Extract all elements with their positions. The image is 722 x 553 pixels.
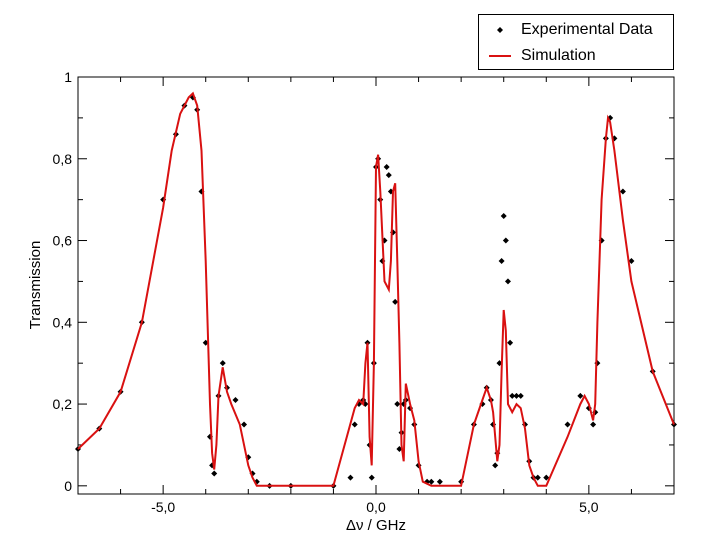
red-line-icon: [489, 55, 511, 57]
x-tick-label: 0,0: [366, 499, 386, 515]
legend-item-experimental: Experimental Data: [479, 18, 673, 42]
data-point: [619, 188, 626, 195]
data-point: [543, 474, 550, 481]
data-point: [628, 257, 635, 264]
legend: Experimental Data Simulation: [478, 14, 674, 70]
data-point: [232, 396, 239, 403]
y-tick-label: 1: [64, 69, 72, 85]
y-axis-label: Transmission: [27, 241, 44, 330]
data-point: [509, 392, 516, 399]
y-tick-label: 0,2: [53, 396, 73, 412]
data-point: [513, 392, 520, 399]
x-axis-label: Δν / GHz: [346, 517, 406, 534]
data-point: [385, 172, 392, 179]
legend-label: Experimental Data: [521, 21, 653, 38]
data-point: [428, 478, 435, 485]
data-point: [534, 474, 541, 481]
data-point: [211, 470, 218, 477]
data-point: [502, 237, 509, 244]
y-tick-label: 0: [64, 478, 72, 494]
data-point: [383, 163, 390, 170]
data-point: [368, 474, 375, 481]
simulation-line: [77, 91, 675, 487]
x-tick-label: -5,0: [151, 499, 175, 515]
data-point: [436, 478, 443, 485]
x-tick-label: 5,0: [579, 499, 599, 515]
data-point: [504, 278, 511, 285]
legend-item-simulation: Simulation: [479, 44, 673, 68]
diamond-marker-icon: [497, 27, 503, 33]
experimental-data-points: [75, 94, 677, 489]
data-point: [241, 421, 248, 428]
data-point: [577, 392, 584, 399]
data-point: [564, 421, 571, 428]
data-point: [394, 401, 401, 408]
y-tick-label: 0,6: [53, 233, 73, 249]
data-point: [590, 421, 597, 428]
data-point: [498, 257, 505, 264]
tick-labels: -5,0 0,0 5,0 0 0,2 0,4 0,6 0,8 1: [53, 69, 599, 515]
data-point: [492, 462, 499, 469]
y-tick-label: 0,4: [53, 314, 73, 330]
axis-ticks: [77, 76, 675, 494]
data-point: [507, 339, 514, 346]
data-point: [500, 213, 507, 219]
plot-frame: [77, 76, 675, 495]
legend-label: Simulation: [521, 47, 596, 64]
data-point: [517, 392, 524, 399]
data-point: [351, 421, 358, 428]
data-point: [392, 298, 399, 305]
data-point: [347, 474, 354, 481]
data-point: [219, 360, 226, 367]
y-tick-label: 0,8: [53, 151, 73, 167]
